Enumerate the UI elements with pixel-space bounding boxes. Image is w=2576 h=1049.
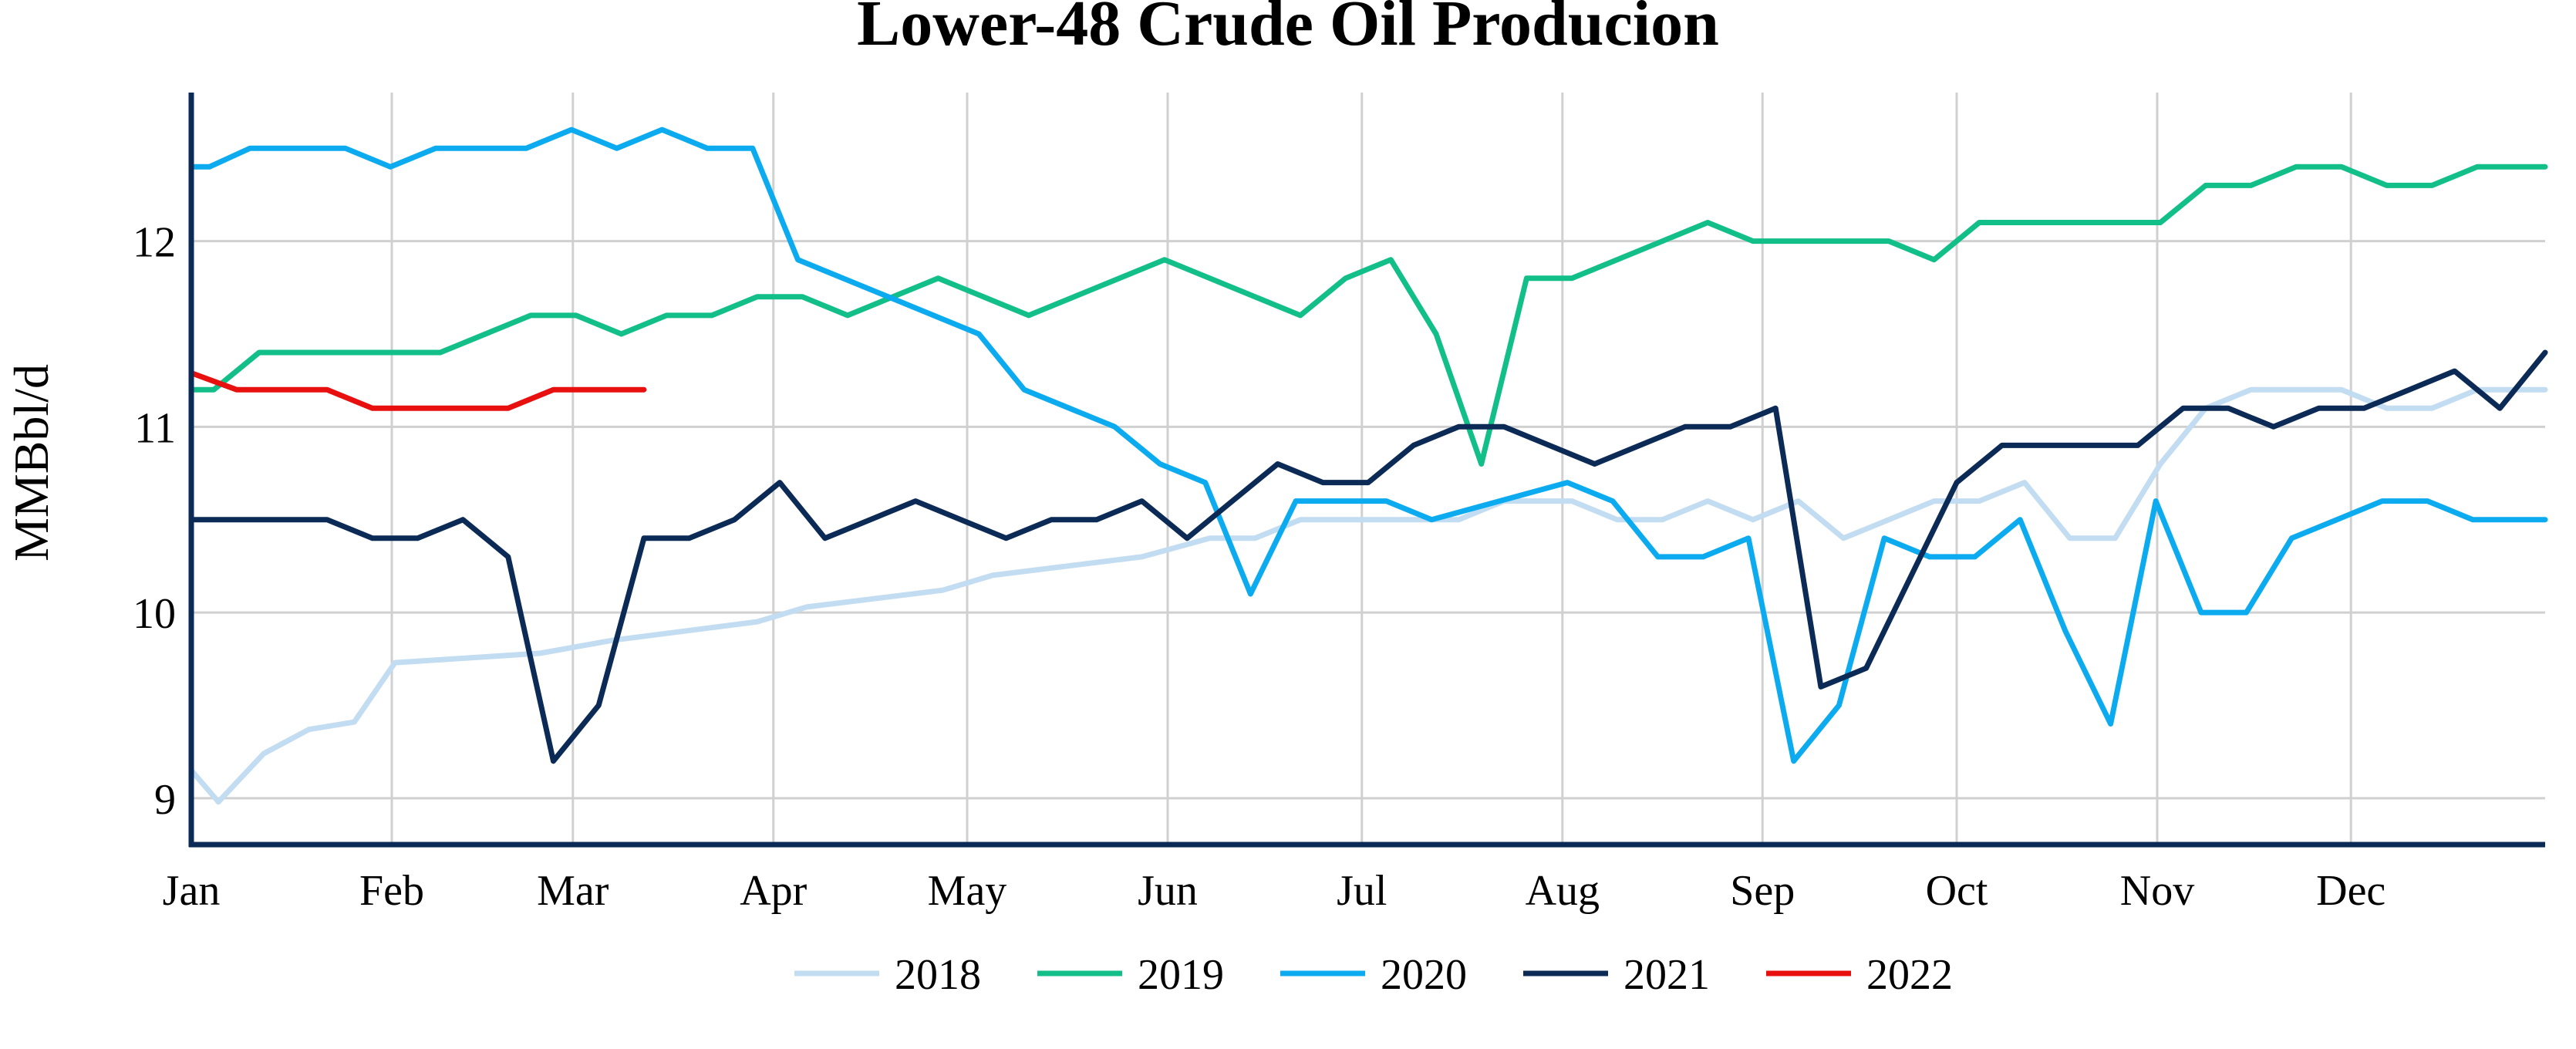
x-tick-label: Apr <box>740 867 807 915</box>
y-axis-label: MMBbl/d <box>4 364 59 562</box>
series-line-2018 <box>188 386 2548 805</box>
y-tick-label: 10 <box>133 590 176 638</box>
legend-item-2018[interactable]: 2018 <box>794 951 981 999</box>
x-tick-label: Feb <box>359 867 424 915</box>
legend-item-2020[interactable]: 2020 <box>1280 951 1467 999</box>
series-line-2020 <box>188 126 2548 764</box>
chart-title: Lower-48 Crude Oil Producion <box>857 0 1719 59</box>
series-line-2021 <box>188 349 2548 764</box>
x-tick-label: Mar <box>537 867 609 915</box>
legend-label: 2020 <box>1381 951 1467 999</box>
x-tick-label: May <box>928 867 1007 915</box>
x-tick-label: Jan <box>163 867 221 915</box>
legend-label: 2021 <box>1623 951 1710 999</box>
legend-label: 2022 <box>1866 951 1953 999</box>
legend-item-2019[interactable]: 2019 <box>1037 951 1224 999</box>
y-tick-label: 12 <box>133 219 176 267</box>
y-tick-label: 9 <box>154 776 176 824</box>
legend-item-2022[interactable]: 2022 <box>1766 951 1953 999</box>
x-tick-label: Nov <box>2120 867 2194 915</box>
series-line-2022 <box>188 370 647 411</box>
x-tick-label: Oct <box>1926 867 1988 915</box>
x-tick-label: Sep <box>1730 867 1795 915</box>
x-tick-labels: Jan Feb Mar Apr May Jun Jul Aug Sep Oct Nov Dec <box>163 867 2386 915</box>
grid-lines <box>190 93 2545 845</box>
x-tick-label: Aug <box>1526 867 1600 915</box>
y-tick-labels: 9 10 11 12 <box>133 219 176 824</box>
y-tick-label: 11 <box>134 404 176 452</box>
legend-item-2021[interactable]: 2021 <box>1523 951 1710 999</box>
series-line-2019 <box>188 164 2548 467</box>
series-lines <box>188 126 2548 805</box>
x-tick-label: Dec <box>2316 867 2385 915</box>
axes <box>188 93 2545 848</box>
legend-label: 2018 <box>895 951 981 999</box>
legend: 2018 2019 2020 2021 2022 <box>794 951 1953 999</box>
legend-label: 2019 <box>1138 951 1224 999</box>
x-tick-label: Jun <box>1138 867 1198 915</box>
x-tick-label: Jul <box>1337 867 1387 915</box>
